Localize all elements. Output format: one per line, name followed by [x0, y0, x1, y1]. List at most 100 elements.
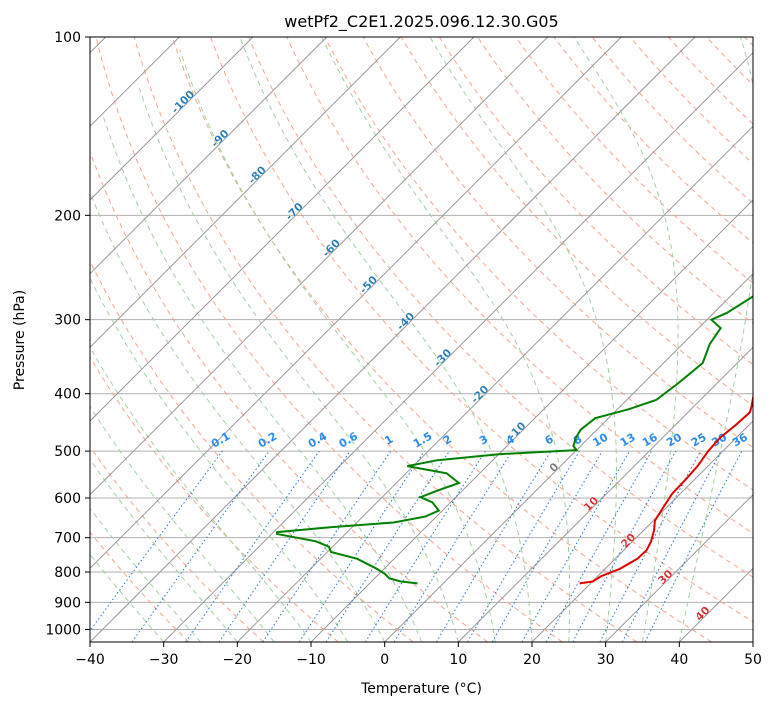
- dry-adiabat: [133, 37, 638, 642]
- isotherm: [90, 37, 696, 642]
- mixing-ratio-line: [90, 450, 223, 632]
- x-tick-label: 0: [380, 652, 389, 668]
- moist-adiabat: [90, 277, 349, 642]
- y-tick-label: 600: [54, 491, 81, 507]
- isotherm-label: -90: [208, 127, 231, 150]
- dry-adiabat: [95, 37, 563, 642]
- y-tick-label: 500: [54, 444, 81, 460]
- isotherm: [752, 641, 753, 642]
- x-tick-label: −10: [296, 652, 326, 668]
- x-tick-label: −30: [149, 652, 179, 668]
- x-axis-label: Temperature (°C): [360, 681, 482, 697]
- isotherm: [457, 346, 753, 642]
- mixing-ratio-line: [545, 450, 653, 642]
- x-tick-label: −40: [75, 652, 105, 668]
- x-tick-label: 30: [597, 652, 615, 668]
- mixing-ratio-label: 1: [382, 433, 395, 448]
- mixing-ratio-label: 0.2: [256, 430, 279, 451]
- isotherm: [605, 493, 753, 642]
- moist-adiabat: [573, 37, 679, 642]
- dry-adiabat: [515, 37, 753, 284]
- isotherm-label: -30: [431, 346, 454, 369]
- y-axis-ticks: 100 200 300 400 500 600 700 800 900 1000: [45, 30, 90, 638]
- moist-adiabat: [90, 553, 165, 642]
- x-axis-ticks: −40 −30 −20 −10 0 10 20 30 40 50: [75, 642, 762, 668]
- mixing-ratio-line: [572, 450, 677, 642]
- isotherm: [90, 37, 622, 570]
- isotherm-label: -80: [246, 163, 269, 186]
- mixing-ratio-line: [644, 450, 743, 642]
- isotherm-label: 20: [618, 530, 638, 550]
- isotherm-label: -100: [169, 87, 198, 116]
- background-lines: [90, 37, 753, 642]
- x-tick-label: 10: [449, 652, 467, 668]
- isotherm: [90, 37, 254, 201]
- isotherm-label: -60: [320, 236, 343, 259]
- y-tick-label: 400: [54, 387, 81, 403]
- isotherm: [90, 37, 401, 349]
- dry-adiabat: [90, 259, 414, 642]
- dry-adiabat: [706, 37, 753, 86]
- y-tick-label: 700: [54, 531, 81, 547]
- moist-adiabat: [90, 405, 275, 642]
- plot-frame: [89, 36, 754, 643]
- chart-title: wetPf2_C2E1.2025.096.12.30.G05: [284, 12, 558, 32]
- isotherm: [531, 420, 753, 642]
- x-tick-label: −20: [223, 652, 253, 668]
- dry-adiabat: [400, 37, 753, 407]
- moist-adiabat: [90, 458, 238, 642]
- temperature-trace: [579, 392, 753, 585]
- moist-adiabat: [239, 37, 533, 642]
- dry-adiabat: [210, 37, 753, 623]
- dry-adiabat: [668, 37, 753, 125]
- y-tick-label: 300: [54, 313, 81, 329]
- moist-adiabat: [137, 83, 459, 642]
- mixing-ratio-label: 2: [441, 433, 454, 448]
- isotherm: [678, 567, 753, 642]
- isotherm: [384, 272, 753, 642]
- mixing-ratio-line: [298, 450, 425, 642]
- isotherm-label: -70: [283, 200, 306, 223]
- y-axis-label: Pressure (hPa): [12, 290, 28, 390]
- dry-adiabat: [438, 37, 753, 366]
- y-tick-label: 100: [54, 30, 81, 46]
- dry-adiabat: [90, 445, 264, 642]
- moist-adiabat: [90, 190, 386, 642]
- mixing-ratio-label: 16: [640, 430, 660, 449]
- dewpoint-trace: [275, 295, 753, 585]
- x-tick-label: 40: [670, 652, 688, 668]
- dry-adiabat: [90, 356, 339, 642]
- mixing-ratio-line: [131, 450, 270, 642]
- mixing-ratio-label: 3: [477, 433, 490, 448]
- mixing-ratio-line: [325, 450, 450, 642]
- isotherm: [163, 51, 753, 642]
- mixing-ratio-label: 6: [543, 432, 556, 447]
- dry-adiabat: [248, 37, 753, 578]
- moist-adiabat: [90, 346, 312, 642]
- isotherm-label: -40: [394, 309, 417, 332]
- isotherm: [310, 199, 753, 642]
- isotherm: [90, 37, 475, 422]
- dry-adiabat: [171, 37, 712, 642]
- background-line-labels: 0.1 0.2 0.4 0.6 1 1.5 2 3 4 6 8 10 13 16 20 25 30 36-100-…: [169, 87, 751, 624]
- y-tick-label: 900: [54, 595, 81, 611]
- x-tick-label: 50: [744, 652, 762, 668]
- x-tick-label: 20: [523, 652, 541, 668]
- mixing-ratio-line: [262, 450, 392, 642]
- mixing-ratio-label: 0.6: [337, 429, 361, 450]
- mixing-ratio-line: [521, 450, 630, 642]
- mixing-ratio-line: [185, 450, 320, 642]
- mixing-ratio-label: 1.5: [411, 430, 434, 451]
- moist-adiabat: [102, 114, 422, 642]
- moist-adiabat: [429, 37, 617, 642]
- dry-adiabat: [591, 37, 753, 204]
- isotherm-label: -20: [468, 383, 491, 406]
- isotherm: [90, 37, 328, 275]
- mixing-ratio-label: 13: [618, 431, 638, 450]
- isotherm: [90, 37, 549, 496]
- mixing-ratio-line: [218, 450, 351, 642]
- dry-adiabat: [744, 37, 753, 47]
- isotherm-label: 40: [693, 604, 713, 624]
- mixing-ratio-label: 25: [689, 431, 709, 450]
